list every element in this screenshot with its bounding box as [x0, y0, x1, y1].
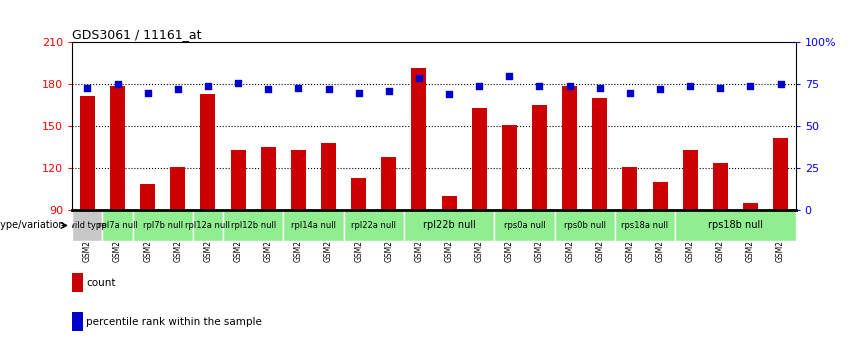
Bar — [102, 210, 133, 241]
Bar — [260, 147, 276, 336]
Point — [412, 75, 426, 81]
Bar — [110, 86, 125, 336]
Bar — [133, 210, 193, 241]
Point — [231, 80, 245, 86]
Point — [654, 87, 667, 92]
Text: GDS3061 / 11161_at: GDS3061 / 11161_at — [72, 28, 202, 41]
Point — [443, 92, 456, 97]
Point — [141, 90, 155, 96]
Point — [503, 73, 517, 79]
Text: rpl12b null: rpl12b null — [231, 221, 276, 230]
Bar — [344, 210, 404, 241]
Point — [774, 81, 787, 87]
Point — [593, 85, 607, 91]
Bar — [713, 163, 728, 336]
Bar — [231, 150, 246, 336]
Bar — [622, 167, 637, 336]
Point — [623, 90, 637, 96]
Text: rps18a null: rps18a null — [621, 221, 669, 230]
Text: rpl7a null: rpl7a null — [98, 221, 138, 230]
Bar — [563, 86, 577, 336]
Bar — [555, 210, 614, 241]
Bar — [291, 150, 306, 336]
Point — [201, 83, 214, 89]
Text: rpl22b null: rpl22b null — [423, 221, 476, 230]
Bar — [80, 96, 95, 336]
Text: rpl22a null: rpl22a null — [351, 221, 397, 230]
Bar — [411, 68, 426, 336]
Bar — [494, 210, 555, 241]
Bar — [140, 184, 155, 336]
Bar — [653, 182, 667, 336]
Bar — [683, 150, 698, 336]
Point — [351, 90, 365, 96]
Text: genotype/variation: genotype/variation — [0, 221, 65, 230]
Bar — [283, 210, 344, 241]
Bar — [351, 178, 366, 336]
Point — [563, 83, 576, 89]
Bar — [592, 98, 608, 336]
Bar — [532, 105, 547, 336]
Point — [533, 83, 546, 89]
Text: rpl14a null: rpl14a null — [291, 221, 336, 230]
Point — [261, 87, 275, 92]
Point — [171, 87, 185, 92]
Bar — [743, 203, 758, 336]
Text: rps0b null: rps0b null — [563, 221, 606, 230]
Text: rpl12a null: rpl12a null — [186, 221, 231, 230]
Text: wild type: wild type — [68, 221, 106, 230]
Text: rps18b null: rps18b null — [708, 221, 762, 230]
Bar — [170, 167, 186, 336]
Point — [322, 87, 335, 92]
Point — [744, 83, 757, 89]
Bar — [614, 210, 675, 241]
Bar — [471, 108, 487, 336]
Point — [81, 85, 94, 91]
Bar — [223, 210, 283, 241]
Point — [292, 85, 306, 91]
Text: rps0a null: rps0a null — [504, 221, 545, 230]
Bar — [72, 210, 102, 241]
Point — [382, 88, 396, 94]
Text: count: count — [86, 278, 116, 288]
Point — [472, 83, 486, 89]
Bar — [381, 157, 397, 336]
Bar — [502, 125, 517, 336]
Bar — [773, 138, 788, 336]
Point — [111, 81, 124, 87]
Bar — [321, 143, 336, 336]
Bar — [404, 210, 494, 241]
Text: rpl7b null: rpl7b null — [143, 221, 183, 230]
Point — [683, 83, 697, 89]
Point — [713, 85, 727, 91]
Bar — [675, 210, 796, 241]
Bar — [201, 94, 215, 336]
Bar — [193, 210, 223, 241]
Bar — [442, 196, 457, 336]
Text: percentile rank within the sample: percentile rank within the sample — [86, 317, 262, 327]
